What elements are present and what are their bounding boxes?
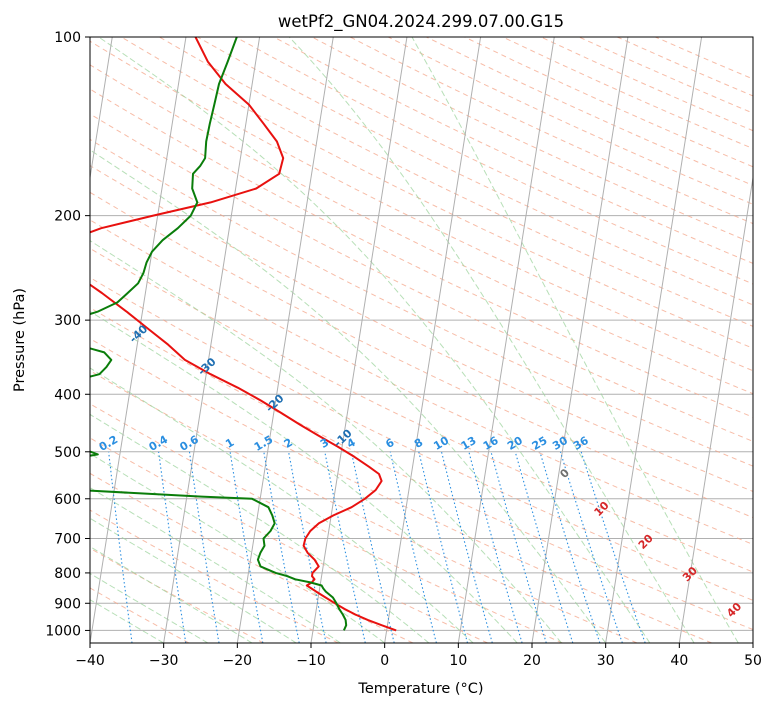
x-axis: −40 −30 −20 −10 0 10 20 30 40 50 — [75, 643, 762, 669]
y-tick-label: 300 — [54, 313, 81, 329]
mixing-ratio-line — [418, 451, 469, 643]
y-tick-label: 100 — [54, 30, 81, 46]
x-tick-label: 40 — [670, 653, 688, 669]
dry-adiabat — [90, 437, 488, 643]
mixing-ratio-lines — [108, 451, 646, 643]
moist-adiabat — [90, 149, 607, 643]
x-axis-title: Temperature (°C) — [357, 681, 483, 697]
pressure-gridlines — [90, 37, 753, 631]
dry-adiabat — [120, 37, 753, 349]
isotherm-line — [457, 37, 555, 643]
moist-adiabat — [90, 599, 164, 643]
mixing-ratio-line — [389, 451, 437, 643]
isotherm-line — [236, 37, 334, 643]
dry-adiabat — [90, 113, 753, 442]
moist-adiabat — [98, 37, 651, 643]
mixing-ratio-line — [288, 451, 327, 643]
dry-adiabat — [90, 547, 264, 643]
y-axis-title: Pressure (hPa) — [12, 288, 28, 392]
x-tick-label: 50 — [744, 653, 762, 669]
moist-adiabat — [90, 487, 341, 643]
x-tick-label: 20 — [523, 653, 541, 669]
moist-adiabat — [90, 546, 253, 643]
moist-adiabat — [90, 517, 297, 643]
moist-adiabat — [90, 240, 562, 643]
x-tick-label: 0 — [380, 653, 389, 669]
mixing-ratio-line — [324, 451, 366, 643]
isotherm-line — [310, 37, 408, 643]
mixing-ratio-line — [580, 451, 646, 643]
dry-adiabat — [197, 37, 753, 306]
moist-adiabat — [411, 37, 739, 643]
mixing-ratio-line — [539, 451, 601, 643]
moist-adiabat — [90, 413, 430, 643]
x-tick-label: −30 — [149, 653, 179, 669]
dry-adiabat — [90, 403, 563, 643]
y-tick-label: 700 — [54, 532, 81, 548]
x-tick-label: −20 — [223, 653, 253, 669]
y-tick-label: 500 — [54, 445, 81, 461]
mixing-ratio-line — [514, 451, 574, 643]
isotherm-line — [90, 37, 113, 181]
x-tick-label: −10 — [296, 653, 326, 669]
moist-adiabat — [90, 310, 518, 643]
moist-adiabat — [288, 37, 695, 643]
isotherm-line — [605, 37, 703, 643]
dry-adiabat — [90, 191, 753, 519]
isotherm-line — [384, 37, 482, 643]
moist-adiabat — [90, 572, 209, 643]
plot-frame — [89, 36, 754, 644]
y-tick-label: 900 — [54, 596, 81, 612]
mixing-ratio-line — [559, 451, 623, 643]
x-tick-label: 10 — [449, 653, 467, 669]
y-tick-label: 800 — [54, 566, 81, 582]
dry-adiabat — [90, 307, 753, 631]
dry-adiabat — [90, 64, 753, 395]
isotherms — [90, 37, 753, 643]
isotherm-line — [163, 37, 261, 643]
dry-adiabat — [90, 276, 753, 601]
isotherm-line — [678, 174, 753, 643]
y-axis: 100 200 300 400 500 600 700 800 900 1000 — [45, 30, 90, 639]
mixing-ratio-line — [108, 451, 133, 643]
dewpoint-profile — [90, 37, 348, 631]
y-tick-label: 400 — [54, 387, 81, 403]
dry-adiabat — [90, 338, 712, 643]
sounding-series — [90, 37, 397, 632]
dry-adiabat — [90, 164, 753, 493]
chart-title: wetPf2_GN04.2024.299.07.00.G15 — [278, 12, 564, 32]
dry-adiabat — [235, 37, 753, 285]
y-tick-label: 1000 — [45, 623, 81, 639]
mixing-ratio-line — [350, 451, 395, 643]
plot-area: -100-90-80-70-60-50-40-30-20-100.10.20.4… — [90, 37, 753, 643]
x-tick-label: −40 — [75, 653, 105, 669]
temperature-profile — [90, 37, 397, 632]
dry-adiabat — [90, 219, 753, 545]
dry-adiabat — [90, 509, 339, 643]
mixing-ratio-line — [468, 451, 523, 643]
isotherm-line — [90, 37, 187, 643]
mixing-ratio-line — [490, 451, 547, 643]
moist-adiabat — [90, 367, 474, 643]
y-tick-label: 200 — [54, 209, 81, 225]
y-tick-label: 600 — [54, 492, 81, 508]
mixing-ratio-line — [440, 451, 493, 643]
x-tick-label: 30 — [597, 653, 615, 669]
isotherm-line — [531, 37, 629, 643]
